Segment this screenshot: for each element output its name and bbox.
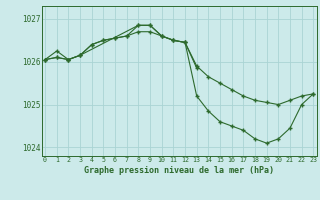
X-axis label: Graphe pression niveau de la mer (hPa): Graphe pression niveau de la mer (hPa) xyxy=(84,166,274,175)
